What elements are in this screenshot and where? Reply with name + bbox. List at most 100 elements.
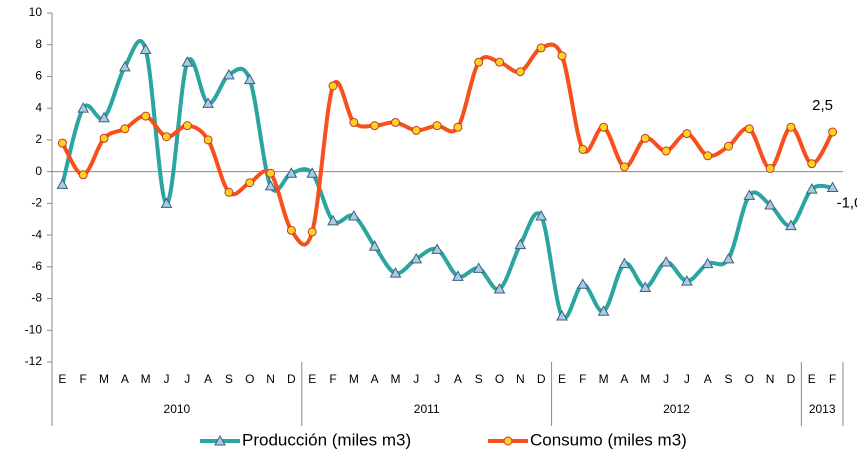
marker — [202, 97, 214, 108]
marker — [327, 214, 339, 226]
marker — [661, 146, 671, 156]
marker — [785, 219, 797, 231]
x-tick-label: J — [684, 372, 690, 386]
x-tick-label: J — [184, 372, 190, 386]
marker — [536, 43, 546, 53]
marker — [347, 210, 360, 221]
x-tick-label: S — [475, 372, 483, 386]
y-tick-label: -2 — [31, 196, 42, 210]
marker — [98, 111, 110, 123]
marker — [515, 67, 525, 77]
marker — [472, 262, 485, 273]
y-tick-label: -12 — [25, 354, 43, 368]
marker — [660, 256, 672, 267]
x-tick-label: E — [58, 372, 66, 386]
marker — [77, 102, 90, 113]
marker — [307, 227, 317, 237]
x-tick-label: J — [163, 372, 169, 386]
marker — [161, 132, 171, 142]
marker — [764, 198, 776, 210]
y-tick-label: 8 — [35, 37, 42, 51]
x-tick-label: E — [308, 372, 316, 386]
marker — [285, 167, 298, 178]
marker — [640, 133, 650, 143]
series-line — [60, 39, 833, 320]
marker — [99, 133, 109, 143]
x-tick-label: N — [516, 372, 525, 386]
marker — [807, 159, 817, 169]
x-tick-label: A — [204, 372, 212, 386]
marker — [266, 168, 276, 178]
marker — [214, 434, 226, 446]
marker — [703, 151, 713, 161]
marker — [119, 60, 131, 72]
marker — [682, 129, 692, 139]
x-tick-label: J — [434, 372, 440, 386]
x-tick-label: F — [829, 372, 836, 386]
group-label: 2010 — [164, 402, 191, 416]
marker — [390, 117, 400, 127]
marker — [370, 121, 380, 131]
legend-label: Consumo (miles m3) — [530, 430, 687, 449]
y-tick-label: 2 — [35, 132, 42, 146]
marker — [139, 43, 152, 54]
x-tick-label: A — [454, 372, 462, 386]
y-tick-label: -6 — [31, 259, 42, 273]
marker — [597, 305, 610, 316]
marker — [452, 270, 464, 281]
x-tick-label: O — [745, 372, 754, 386]
series-line — [60, 42, 835, 247]
x-tick-label: F — [80, 372, 87, 386]
marker — [410, 252, 423, 264]
y-tick-label: -10 — [25, 322, 43, 336]
x-tick-label: M — [390, 372, 400, 386]
marker — [223, 68, 235, 80]
marker — [786, 122, 796, 132]
x-tick-label: S — [225, 372, 233, 386]
marker — [495, 57, 505, 67]
marker — [245, 178, 255, 188]
y-tick-label: 10 — [29, 5, 43, 19]
x-tick-label: N — [266, 372, 275, 386]
marker — [203, 135, 213, 145]
marker — [639, 281, 652, 292]
marker — [368, 240, 381, 251]
x-tick-label: J — [413, 372, 419, 386]
marker — [619, 162, 629, 172]
marker — [578, 144, 588, 154]
x-tick-label: M — [640, 372, 650, 386]
marker — [474, 57, 484, 67]
marker — [349, 117, 359, 127]
x-tick-label: O — [495, 372, 504, 386]
marker — [722, 252, 735, 264]
marker — [744, 124, 754, 134]
marker — [503, 436, 513, 446]
y-tick-label: 4 — [35, 100, 42, 114]
marker — [431, 243, 443, 254]
marker — [535, 210, 548, 221]
legend-label: Producción (miles m3) — [242, 430, 411, 449]
data-label: 2,5 — [812, 97, 833, 114]
marker — [120, 124, 130, 134]
marker — [328, 81, 338, 91]
x-tick-label: S — [725, 372, 733, 386]
x-tick-label: F — [579, 372, 586, 386]
marker — [181, 56, 194, 67]
group-label: 2013 — [809, 402, 836, 416]
marker — [828, 127, 838, 137]
x-tick-label: E — [558, 372, 566, 386]
marker — [701, 257, 714, 269]
y-tick-label: -4 — [31, 227, 42, 241]
marker — [182, 121, 192, 131]
x-tick-label: M — [141, 372, 151, 386]
marker — [743, 189, 756, 200]
x-tick-label: A — [704, 372, 712, 386]
x-tick-label: D — [537, 372, 546, 386]
marker — [556, 309, 568, 321]
marker — [160, 197, 173, 208]
marker — [286, 225, 296, 235]
marker — [599, 122, 609, 132]
marker — [453, 122, 463, 132]
marker — [306, 167, 319, 178]
